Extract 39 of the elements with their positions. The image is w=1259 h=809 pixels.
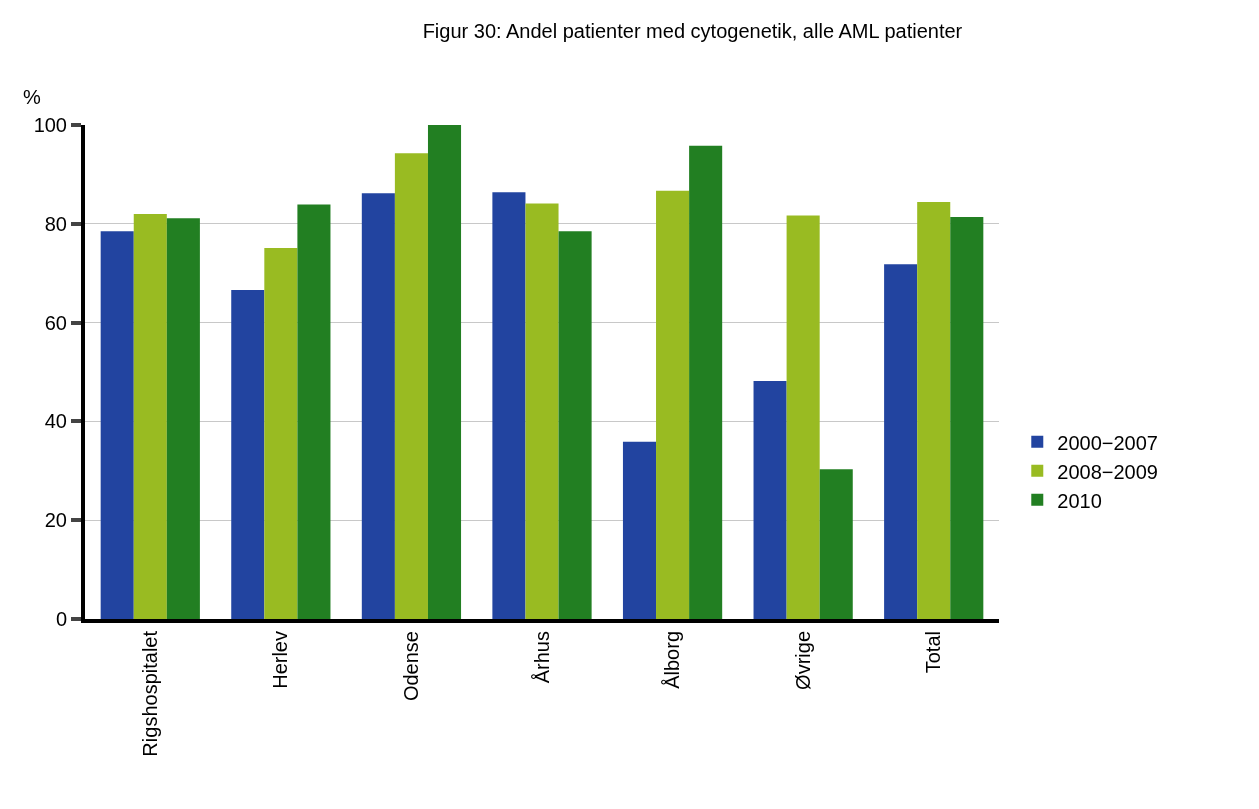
y-tick-label: 80 <box>44 212 67 235</box>
bar <box>231 290 265 619</box>
y-tick-label: 20 <box>44 509 67 532</box>
bar <box>884 264 918 619</box>
bar <box>558 231 592 619</box>
legend-label: 2000−2007 <box>1057 431 1158 454</box>
bar <box>133 213 167 619</box>
bar <box>394 153 428 619</box>
bar <box>786 215 820 619</box>
bar <box>689 145 723 619</box>
bar <box>427 125 462 619</box>
y-axis-title: % <box>23 86 41 108</box>
bar <box>166 218 200 619</box>
x-tick-label: Rigshospitalet <box>138 630 161 757</box>
y-tick-label: 40 <box>44 410 67 433</box>
bar <box>753 380 787 619</box>
y-tick-label: 100 <box>33 114 67 136</box>
x-tick-label: Herlev <box>269 631 292 689</box>
legend-label: 2010 <box>1057 489 1102 512</box>
x-tick-label: Århus <box>530 631 553 684</box>
bar <box>264 248 298 619</box>
bar <box>525 203 559 619</box>
legend-label: 2008−2009 <box>1057 460 1158 483</box>
bar <box>819 469 853 619</box>
bar <box>100 231 134 619</box>
x-tick-label: Ålborg <box>661 631 684 689</box>
x-tick-label: Total <box>922 631 945 674</box>
bar <box>950 216 984 619</box>
bar <box>361 193 395 619</box>
bar <box>622 441 657 619</box>
bar <box>917 202 951 619</box>
x-tick-label: Øvrige <box>791 631 814 690</box>
x-tick-label: Odense <box>399 631 422 702</box>
bar <box>656 190 690 619</box>
chart-title: Figur 30: Andel patienter med cytogenetik, alle AML patienter <box>422 20 963 43</box>
y-tick-label: 0 <box>55 608 67 630</box>
bar <box>297 204 331 619</box>
y-tick-label: 60 <box>44 311 67 334</box>
bar <box>492 192 526 619</box>
